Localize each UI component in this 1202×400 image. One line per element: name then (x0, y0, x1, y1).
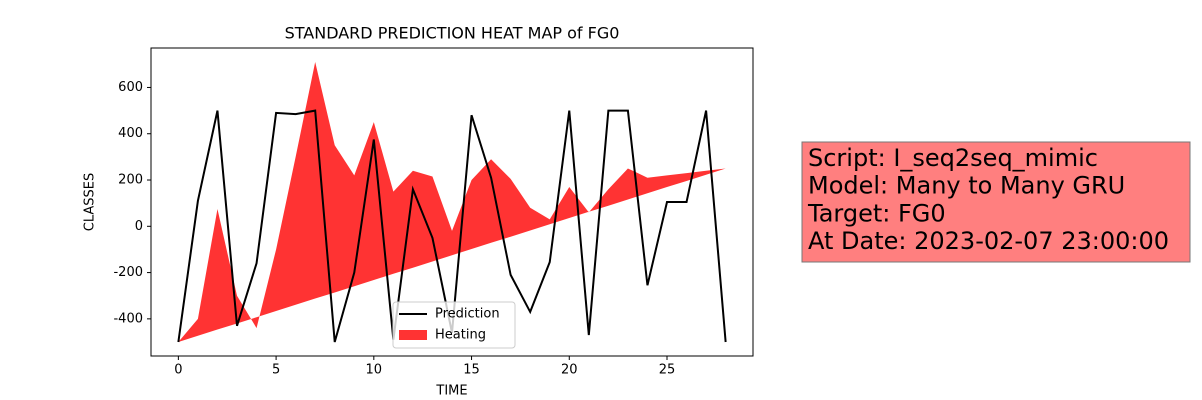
heating-area (178, 62, 726, 342)
x-tick-label: 25 (659, 363, 676, 378)
legend-label: Prediction (435, 307, 500, 322)
x-tick-label: 20 (561, 363, 578, 378)
annotation-box (801, 141, 1191, 263)
x-axis-label: TIME (435, 384, 467, 399)
y-tick-label: 200 (118, 173, 143, 188)
y-tick-label: 600 (118, 80, 143, 95)
x-tick-label: 5 (272, 363, 280, 378)
x-tick-label: 10 (366, 363, 383, 378)
y-tick-label: -200 (113, 265, 143, 280)
y-tick-label: -400 (113, 311, 143, 326)
annotation-line: Target: FG0 (807, 199, 946, 227)
y-tick-label: 0 (135, 219, 143, 234)
chart-title: STANDARD PREDICTION HEAT MAP of FG0 (285, 24, 620, 43)
annotation-line: At Date: 2023-02-07 23:00:00 (808, 227, 1169, 255)
plot-frame (150, 47, 754, 357)
x-tick-label: 0 (174, 363, 182, 378)
annotation-line: Script: I_seq2seq_mimic (808, 144, 1098, 172)
annotation-line: Model: Many to Many GRU (808, 172, 1125, 200)
legend-swatch (399, 330, 427, 340)
y-axis-label: CLASSES (83, 173, 98, 231)
y-tick-label: 400 (118, 126, 143, 141)
x-tick-label: 15 (463, 363, 480, 378)
legend-label: Heating (435, 328, 486, 343)
